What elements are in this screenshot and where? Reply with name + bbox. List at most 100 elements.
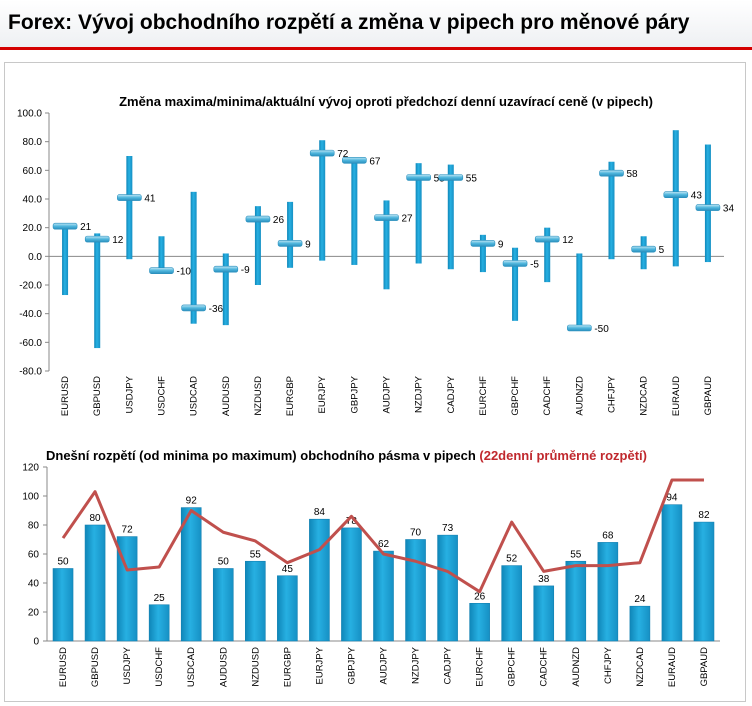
current-marker <box>631 245 656 253</box>
range-chart-y-tick-label: 0.0 <box>28 252 42 263</box>
range-bar <box>222 253 229 326</box>
range-width-bar <box>501 565 522 642</box>
bar-category-label: EURCHF <box>475 647 486 687</box>
range-category-label: AUDJPY <box>382 375 393 413</box>
range-data-label: -5 <box>530 260 539 271</box>
bar-data-label: 50 <box>218 557 230 568</box>
current-marker <box>599 169 624 177</box>
range-data-label: -9 <box>241 265 250 276</box>
range-category-label: USDCHF <box>157 376 168 416</box>
range-chart-y-tick-label: -20.0 <box>19 281 42 292</box>
range-width-bar <box>661 504 683 642</box>
bar-category-label: NZDJPY <box>411 646 422 684</box>
range-category-label: NZDJPY <box>414 375 425 413</box>
range-bar <box>126 156 133 260</box>
range-width-bar <box>277 575 298 642</box>
current-marker <box>374 214 399 221</box>
range-width-bar <box>180 507 202 642</box>
range-bar <box>415 163 422 264</box>
range-category-label: GBPUSD <box>92 376 103 416</box>
bar-category-label: AUDUSD <box>218 647 229 687</box>
bar-data-label: 26 <box>474 591 486 602</box>
bar-chart-title-highlight: (22denní průměrné rozpětí) <box>479 448 647 463</box>
range-category-label: NZDCAD <box>639 376 650 416</box>
range-width-bar <box>469 602 490 642</box>
range-width-bar <box>597 542 619 642</box>
range-chart-y-tick-label: 60.0 <box>23 166 43 177</box>
bar-chart-y-tick-label: 0 <box>33 637 39 648</box>
range-bar <box>62 224 69 296</box>
bar-category-label: GBPJPY <box>346 646 357 684</box>
bar-data-label: 55 <box>250 549 262 560</box>
bar-data-label: 55 <box>570 549 582 560</box>
range-width-bar <box>341 527 362 642</box>
range-width-bar <box>693 521 715 642</box>
current-marker <box>502 260 528 267</box>
range-bar <box>254 206 261 285</box>
range-data-label: 12 <box>112 235 124 246</box>
range-data-label: 43 <box>691 191 703 202</box>
range-category-label: CHFJPY <box>607 375 618 413</box>
bar-data-label: 80 <box>90 513 102 524</box>
range-data-label: 9 <box>498 239 504 250</box>
bar-chart-y-tick-label: 100 <box>22 492 39 503</box>
bar-data-label: 82 <box>698 510 710 521</box>
range-data-label: 67 <box>369 156 381 167</box>
bar-data-label: 92 <box>186 496 198 507</box>
range-width-bar <box>52 568 74 642</box>
range-data-label: 55 <box>466 174 478 185</box>
range-chart-y-tick-label: 20.0 <box>23 223 43 234</box>
range-bar <box>94 233 101 349</box>
current-marker <box>117 194 142 201</box>
bar-category-label: USDCAD <box>186 647 197 687</box>
bar-data-label: 72 <box>122 525 134 536</box>
range-category-label: CADJPY <box>446 375 457 413</box>
range-bar <box>608 161 615 260</box>
range-category-label: EURCHF <box>478 376 489 416</box>
range-bar <box>287 201 294 268</box>
range-width-bar <box>245 560 266 642</box>
range-bar <box>158 236 165 271</box>
current-marker <box>663 191 689 198</box>
bar-category-label: USDJPY <box>122 646 133 684</box>
range-chart-y-tick-label: 40.0 <box>23 195 43 206</box>
bar-data-label: 25 <box>154 593 166 604</box>
bar-data-label: 38 <box>538 574 550 585</box>
range-category-label: GBPCHF <box>510 376 521 416</box>
bar-category-label: AUDJPY <box>379 646 390 684</box>
range-data-label: 27 <box>402 214 414 225</box>
range-category-label: EURJPY <box>317 375 328 413</box>
bar-data-label: 94 <box>666 493 678 504</box>
range-category-label: AUDNZD <box>574 376 585 416</box>
range-data-label: -10 <box>177 267 192 278</box>
range-data-label: 34 <box>723 204 735 215</box>
range-data-label: 41 <box>144 194 156 205</box>
range-category-label: EURAUD <box>671 376 682 416</box>
range-width-bar <box>309 518 330 642</box>
bar-data-label: 50 <box>57 557 69 568</box>
range-data-label: 9 <box>305 239 311 250</box>
range-data-label: 5 <box>659 245 665 256</box>
range-bar <box>512 247 519 321</box>
bar-data-label: 24 <box>634 594 646 605</box>
range-bar <box>319 140 326 261</box>
range-data-label: 26 <box>273 215 285 226</box>
bar-chart-title-main: Dnešní rozpětí (od minima po maximum) ob… <box>46 448 479 463</box>
bar-data-label: 84 <box>314 507 326 518</box>
range-data-label: 58 <box>627 169 639 180</box>
range-data-label: 12 <box>562 235 574 246</box>
bar-category-label: USDCHF <box>154 647 165 687</box>
bar-data-label: 73 <box>442 523 454 534</box>
range-category-label: AUDUSD <box>221 376 232 416</box>
bar-data-label: 45 <box>282 564 294 575</box>
header-bar: Forex: Vývoj obchodního rozpětí a změna … <box>0 0 752 50</box>
range-width-bar <box>373 550 394 642</box>
range-category-label: EURGBP <box>285 376 296 416</box>
bar-chart-y-tick-label: 40 <box>28 579 40 590</box>
range-bar <box>479 234 486 273</box>
current-marker <box>470 240 496 247</box>
bar-category-label: CADCHF <box>539 647 550 687</box>
range-width-bar <box>84 524 106 642</box>
current-marker <box>213 265 239 273</box>
current-marker <box>149 267 174 274</box>
